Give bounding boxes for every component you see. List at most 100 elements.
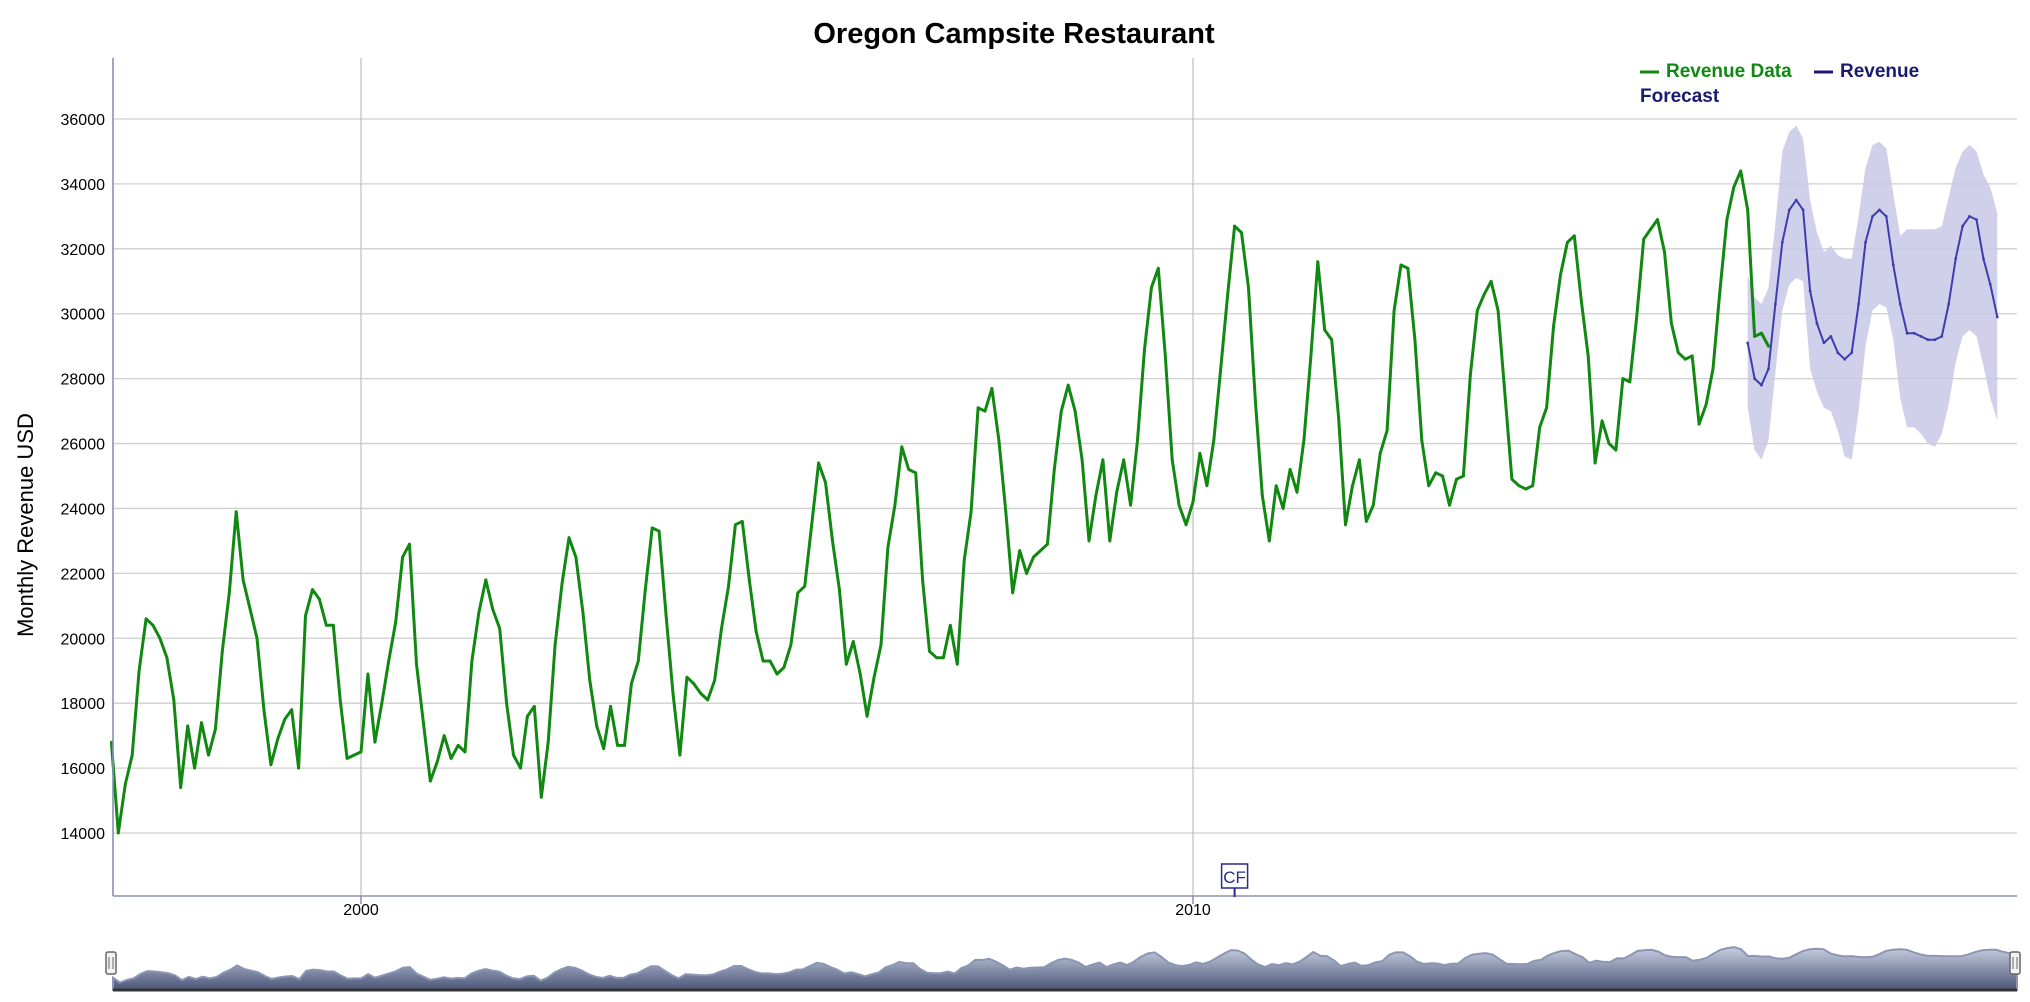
revenue-data-point: [359, 750, 363, 754]
revenue-data-point: [276, 737, 280, 741]
revenue-data-point: [1052, 468, 1056, 471]
revenue-data-point: [990, 387, 994, 390]
revenue-data-point: [1226, 292, 1230, 296]
revenue-data-point: [1767, 344, 1770, 348]
revenue-data-point: [498, 627, 502, 630]
revenue-data-point: [630, 682, 633, 686]
revenue-forecast-point: [1843, 357, 1847, 361]
revenue-data-point: [1170, 458, 1174, 462]
revenue-data-point: [1739, 169, 1743, 173]
revenue-data-point: [207, 753, 210, 757]
revenue-data-point: [297, 766, 300, 770]
navigator[interactable]: [105, 946, 2021, 992]
revenue-data-point: [865, 714, 869, 718]
revenue-data-point: [1559, 273, 1562, 277]
revenue-forecast-point: [1961, 224, 1964, 228]
revenue-data-point: [1607, 442, 1611, 445]
revenue-data-point: [1371, 503, 1375, 507]
revenue-data-point: [643, 588, 647, 591]
revenue-data-point: [1358, 458, 1361, 462]
revenue-data-point: [1455, 477, 1458, 481]
revenue-data-point: [1281, 507, 1285, 510]
revenue-data-point: [435, 760, 439, 763]
revenue-forecast-point: [1780, 240, 1784, 244]
revenue-data-point: [255, 636, 259, 640]
revenue-data-point: [1156, 266, 1160, 270]
revenue-data-point: [1108, 539, 1112, 543]
revenue-data-point: [893, 503, 897, 507]
revenue-data-point: [1309, 354, 1313, 358]
legend-label-revenue-forecast[interactable]: Revenue Forecast: [1640, 61, 1924, 107]
revenue-data-point: [574, 555, 578, 559]
revenue-data-point: [1267, 539, 1271, 543]
annotation-flag[interactable]: [1220, 863, 1249, 889]
revenue-data-point: [768, 659, 772, 663]
revenue-data-point: [1254, 400, 1257, 403]
revenue-data-point: [844, 662, 848, 666]
revenue-data-point: [734, 523, 737, 527]
revenue-forecast-point: [1884, 215, 1888, 218]
revenue-data-point: [449, 757, 453, 760]
annotation-marker[interactable]: CF: [1220, 863, 1249, 897]
revenue-data-point: [1260, 494, 1264, 497]
revenue-data-point: [1191, 500, 1195, 504]
revenue-data-point: [1136, 438, 1139, 442]
revenue-data-point: [706, 698, 710, 702]
revenue-data-point: [1198, 451, 1202, 455]
revenue-data-point: [782, 666, 786, 669]
y-tick-label: 36000: [61, 112, 106, 129]
revenue-data-point: [1330, 338, 1334, 342]
revenue-data-point: [1503, 393, 1507, 397]
revenue-data-point: [921, 578, 924, 582]
revenue-data-point: [907, 468, 911, 471]
revenue-data-point: [1489, 279, 1493, 283]
revenue-data-point: [1427, 484, 1431, 488]
revenue-data-point: [172, 698, 176, 702]
revenue-data-point: [1115, 490, 1119, 494]
x-tick-label: 2000: [343, 902, 379, 919]
legend[interactable]: Revenue Data Revenue Forecast: [1640, 61, 1924, 107]
revenue-data-point: [123, 782, 127, 786]
revenue-data-point: [817, 461, 820, 465]
y-axis-label: Monthly Revenue USD: [13, 413, 38, 637]
revenue-forecast-point: [1794, 198, 1798, 202]
revenue-data-point: [1323, 328, 1327, 332]
revenue-data-point: [942, 656, 945, 660]
revenue-data-point: [546, 740, 550, 744]
revenue-data-point: [1496, 309, 1500, 312]
revenue-data-point: [588, 679, 592, 682]
revenue-data-point: [1385, 429, 1389, 432]
revenue-data-point: [477, 610, 481, 614]
revenue-data-point: [283, 718, 287, 721]
revenue-data-point: [1704, 403, 1708, 406]
revenue-data-point: [602, 747, 606, 750]
legend-label-revenue-forecast-line2: Forecast: [1640, 86, 1720, 107]
revenue-data-point: [636, 659, 640, 663]
revenue-data-point: [539, 795, 543, 799]
revenue-data-point: [1392, 309, 1396, 312]
revenue-data-point: [761, 659, 765, 663]
revenue-data-point: [1753, 335, 1756, 338]
forecast-confidence-band: [1747, 125, 1998, 460]
revenue-forecast-point: [1905, 331, 1909, 335]
revenue-data-point: [1531, 484, 1535, 488]
revenue-data-point: [1517, 484, 1521, 488]
revenue-data-point: [685, 675, 689, 679]
revenue-data-point: [505, 701, 508, 705]
revenue-forecast-point: [1954, 257, 1958, 260]
revenue-data-point: [650, 526, 654, 530]
revenue-data-point: [227, 591, 231, 595]
legend-label-revenue-data[interactable]: Revenue Data: [1666, 61, 1792, 82]
navigator-handle-right[interactable]: [2009, 951, 2021, 975]
y-tick-label: 14000: [61, 826, 106, 843]
revenue-data-point: [130, 753, 134, 757]
revenue-data-point: [1247, 286, 1250, 290]
navigator-handle-left[interactable]: [105, 951, 117, 975]
revenue-data-point: [1676, 351, 1680, 355]
legend-label-revenue-forecast-line1: Revenue: [1840, 61, 1919, 82]
y-tick-label: 18000: [61, 696, 106, 713]
revenue-forecast-point: [1898, 302, 1902, 306]
revenue-data-point: [810, 523, 814, 527]
revenue-data-point: [408, 542, 411, 546]
revenue-data-point: [1337, 416, 1340, 419]
